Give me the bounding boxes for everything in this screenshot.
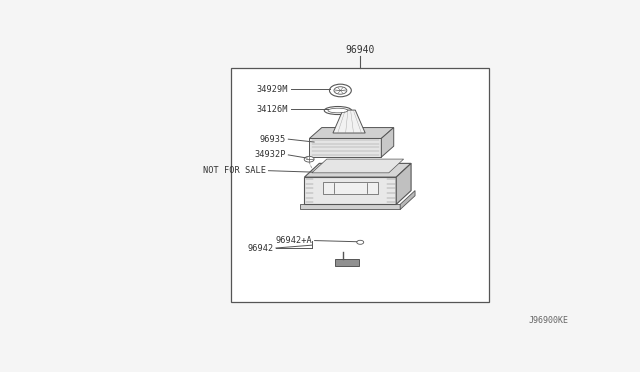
Bar	[231, 68, 489, 302]
Text: 96942: 96942	[247, 244, 273, 253]
Polygon shape	[309, 128, 394, 138]
Text: NOT FOR SALE: NOT FOR SALE	[203, 166, 266, 175]
Polygon shape	[400, 190, 415, 209]
Polygon shape	[300, 204, 400, 209]
Circle shape	[330, 84, 351, 97]
Text: 96942+A: 96942+A	[275, 236, 312, 245]
Polygon shape	[333, 110, 365, 133]
Text: 34126M: 34126M	[257, 105, 288, 113]
Ellipse shape	[324, 106, 351, 115]
Text: 34929M: 34929M	[257, 84, 288, 93]
Text: 34932P: 34932P	[254, 150, 286, 160]
Polygon shape	[305, 177, 396, 204]
Text: 96940: 96940	[346, 45, 375, 55]
Text: J96900KE: J96900KE	[529, 316, 568, 325]
Ellipse shape	[328, 108, 348, 113]
Polygon shape	[309, 138, 381, 157]
Circle shape	[304, 156, 314, 162]
Text: 96935: 96935	[260, 135, 286, 144]
Polygon shape	[381, 128, 394, 157]
Bar	[323, 182, 378, 193]
Circle shape	[334, 87, 347, 94]
Polygon shape	[396, 163, 411, 204]
Bar	[335, 259, 359, 266]
Polygon shape	[312, 159, 404, 173]
Circle shape	[356, 240, 364, 244]
Polygon shape	[305, 163, 411, 177]
